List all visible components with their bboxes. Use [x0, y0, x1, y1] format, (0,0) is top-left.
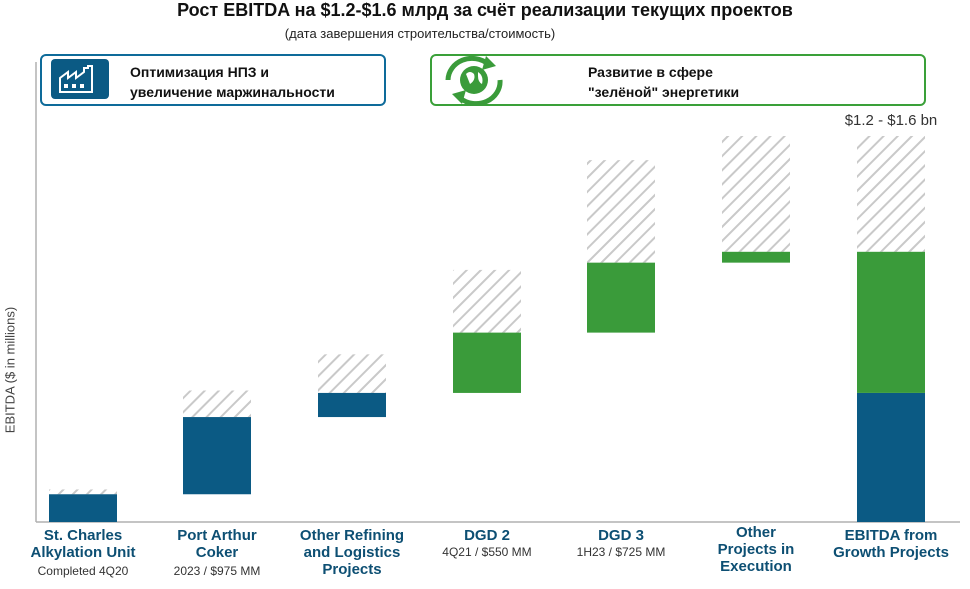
green-callout-text: Развитие в сфере "зелёной" энергетики	[588, 64, 740, 100]
bar-solid-4	[587, 262, 655, 333]
bar-total-green	[857, 251, 925, 393]
x-tick-label: DGD 2	[464, 527, 510, 544]
x-tick-label: St. Charles Alkylation Unit	[30, 527, 136, 561]
bars-group	[49, 136, 925, 522]
bar-range-hatch-2	[318, 354, 386, 393]
bar-range-hatch-3	[453, 269, 521, 333]
bar-range-hatch-5	[722, 136, 790, 252]
chart-subtitle: (дата завершения строительства/стоимость…	[284, 26, 556, 41]
x-tick-label: Port Arthur Coker	[177, 527, 257, 561]
total-value-label: $1.2 - $1.6 bn	[844, 112, 938, 129]
x-tick-label: DGD 3	[598, 527, 644, 544]
bar-solid-0	[49, 494, 117, 522]
bar-range-hatch-4	[587, 160, 655, 263]
bar-total-refining	[857, 392, 925, 522]
globe-recycle-icon	[445, 55, 503, 106]
chart-title: Рост EBITDA на $1.2-$1.6 млрд за счёт ре…	[177, 0, 793, 20]
x-tick-sublabel: Completed 4Q20	[37, 564, 129, 578]
x-tick-label: Other Refining and Logistics Projects	[299, 527, 405, 578]
x-tick-label: EBITDA from Growth Projects	[833, 527, 949, 561]
bar-range-hatch-6	[857, 136, 925, 252]
bar-solid-5	[722, 251, 790, 263]
factory-icon	[51, 59, 109, 99]
bar-range-hatch-0	[49, 489, 117, 495]
bar-solid-1	[183, 417, 251, 495]
x-tick-sublabel: 2023 / $975 MM	[173, 564, 261, 578]
bar-solid-3	[453, 332, 521, 393]
refining-callout-text: Оптимизация НПЗ и увеличение маржинально…	[130, 64, 335, 100]
bar-range-hatch-1	[183, 390, 251, 418]
refining-callout: Оптимизация НПЗ и увеличение маржинально…	[40, 54, 386, 106]
x-tick-label: Other Projects in Execution	[717, 524, 795, 575]
x-tick-sublabel: 4Q21 / $550 MM	[442, 545, 532, 559]
bar-solid-2	[318, 392, 386, 418]
green-callout: Развитие в сфере "зелёной" энергетики	[430, 54, 926, 106]
x-tick-sublabel: 1H23 / $725 MM	[576, 545, 666, 559]
